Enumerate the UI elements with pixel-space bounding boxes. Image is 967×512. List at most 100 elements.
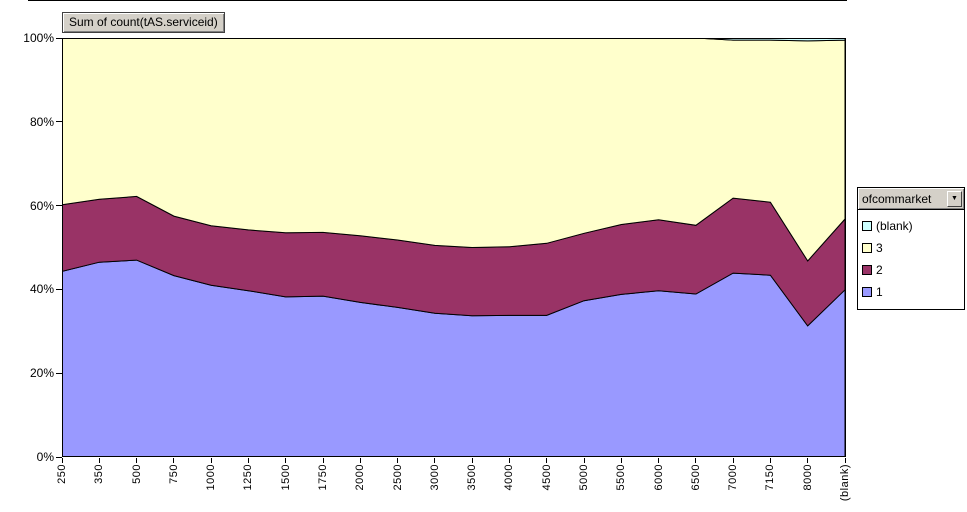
x-axis-tick [173, 458, 175, 463]
x-axis-label: 4000 [501, 464, 517, 512]
x-axis-label-text: 7150 [764, 464, 777, 491]
x-axis-tick [61, 458, 63, 463]
legend-swatch [862, 265, 872, 275]
x-axis-tick [658, 458, 660, 463]
x-axis-label: (blank) [837, 464, 853, 512]
x-axis-tick [546, 458, 548, 463]
legend-items: (blank) 3 2 1 [858, 210, 964, 309]
x-axis-label-text: 1000 [205, 464, 218, 491]
legend-swatch [862, 221, 872, 231]
x-axis-label: 7150 [762, 464, 778, 512]
x-axis-tick [98, 458, 100, 463]
legend-item-label: 3 [876, 241, 883, 255]
x-axis-tick [397, 458, 399, 463]
legend-item-label: (blank) [876, 219, 913, 233]
x-axis-label-text: 500 [130, 464, 143, 484]
x-axis-label: 1750 [315, 464, 331, 512]
x-axis-label-text: 1250 [242, 464, 255, 491]
x-axis-label: 3000 [427, 464, 443, 512]
x-axis-label: 3500 [464, 464, 480, 512]
legend-field-dropdown-button[interactable]: ▼ [947, 190, 962, 207]
x-axis-label: 2500 [390, 464, 406, 512]
x-axis-label-text: 5500 [615, 464, 628, 491]
x-axis-tick [247, 458, 249, 463]
legend-item: 2 [862, 259, 960, 281]
x-axis-label-text: 8000 [801, 464, 814, 491]
x-axis-tick [695, 458, 697, 463]
y-axis-tick [56, 456, 62, 458]
x-axis-label-text: 350 [93, 464, 106, 484]
x-axis-label: 1500 [278, 464, 294, 512]
x-axis-label-text: 4500 [540, 464, 553, 491]
chevron-down-icon: ▼ [951, 195, 958, 202]
x-axis-label-text: 1500 [279, 464, 292, 491]
y-axis-tick [56, 288, 62, 290]
x-axis-tick [807, 458, 809, 463]
x-axis-tick [732, 458, 734, 463]
legend-field-button[interactable]: ofcommarket ▼ [858, 188, 964, 210]
x-axis-label: 250 [54, 464, 70, 512]
y-axis-tick [56, 205, 62, 207]
chart-object-top-border [28, 0, 847, 1]
x-axis-tick [508, 458, 510, 463]
legend-swatch [862, 243, 872, 253]
y-axis-tick [56, 372, 62, 374]
legend-item: (blank) [862, 215, 960, 237]
x-axis-label-text: 5000 [578, 464, 590, 491]
x-axis-label-text: 2000 [354, 464, 367, 491]
x-axis-label-text: 750 [167, 464, 180, 484]
y-axis-label: 60% [29, 198, 54, 213]
x-axis-tick [471, 458, 473, 463]
x-axis-label-text: 6000 [652, 464, 665, 491]
x-axis-label-text: 3000 [428, 464, 441, 491]
x-axis-label: 6000 [651, 464, 667, 512]
plot-border [62, 38, 846, 457]
x-axis-label: 5500 [613, 464, 629, 512]
x-axis-label: 2000 [352, 464, 368, 512]
data-field-button[interactable]: Sum of count(tAS.serviceid) [62, 12, 225, 33]
x-axis-label: 6500 [688, 464, 704, 512]
x-axis-label-text: 1750 [317, 464, 329, 491]
x-axis-tick [210, 458, 212, 463]
x-axis-label-text: 250 [56, 464, 68, 484]
legend-swatch [862, 287, 872, 297]
x-axis-label-text: 3500 [466, 464, 479, 491]
x-axis-tick [620, 458, 622, 463]
x-axis-tick [285, 458, 287, 463]
x-axis-label-text: 4000 [503, 464, 516, 491]
legend-item: 3 [862, 237, 960, 259]
x-axis-label: 1250 [240, 464, 256, 512]
y-axis-label: 100% [23, 31, 54, 45]
x-axis-tick [322, 458, 324, 463]
y-axis-label: 40% [29, 282, 54, 297]
legend-item: 1 [862, 281, 960, 303]
x-axis-label-text: 2500 [391, 464, 404, 491]
x-axis-label: 350 [91, 464, 107, 512]
x-axis-label: 7000 [725, 464, 741, 512]
x-axis-label: 4500 [539, 464, 555, 512]
x-axis-tick [769, 458, 771, 463]
legend-field-label: ofcommarket [862, 191, 932, 206]
x-axis-tick [359, 458, 361, 463]
y-axis-label: 20% [29, 366, 54, 381]
x-axis-label-text: (blank) [839, 464, 851, 502]
y-axis-label: 80% [29, 114, 54, 129]
y-axis-label: 0% [36, 450, 54, 464]
x-axis-label: 750 [166, 464, 182, 512]
x-axis-tick [136, 458, 138, 463]
x-axis-label: 1000 [203, 464, 219, 512]
x-axis-label-text: 7000 [727, 464, 740, 491]
x-axis-label: 500 [129, 464, 145, 512]
x-axis-tick [844, 458, 846, 463]
legend-box: ofcommarket ▼ (blank) 3 2 1 [857, 187, 965, 310]
y-axis-tick [56, 121, 62, 123]
x-axis-label: 8000 [800, 464, 816, 512]
x-axis-label-text: 6500 [689, 464, 702, 491]
x-axis-label: 5000 [576, 464, 592, 512]
x-axis-tick [583, 458, 585, 463]
x-axis-tick [434, 458, 436, 463]
legend-item-label: 1 [876, 285, 883, 299]
y-axis-tick [56, 37, 62, 39]
plot-area [62, 38, 846, 457]
legend-item-label: 2 [876, 263, 883, 277]
